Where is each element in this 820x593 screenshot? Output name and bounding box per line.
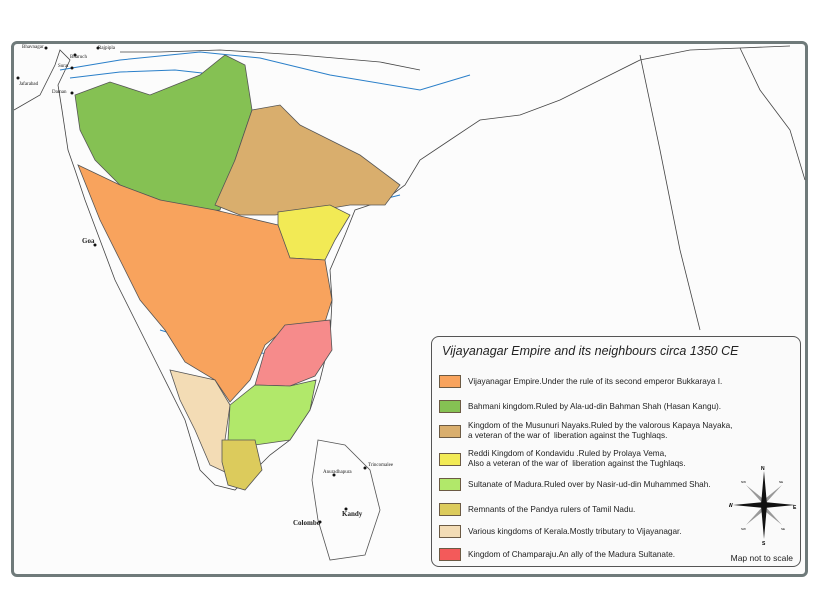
compass-se: SE xyxy=(781,527,785,531)
place-jafarabad: Jafarabad xyxy=(19,82,39,87)
region-musunuri xyxy=(214,104,401,216)
legend-label: Kingdom of Champaraju.An ally of the Mad… xyxy=(468,549,676,559)
legend-swatch xyxy=(439,478,461,491)
compass-ne: NE xyxy=(779,480,783,484)
legend-label: Reddi Kingdom of Kondavidu .Ruled by Pro… xyxy=(468,449,686,468)
place-rajpipla: Rajpipla xyxy=(98,46,116,51)
place-anuradhapura: Anuradhapura xyxy=(323,470,352,475)
place-daman: Daman xyxy=(52,90,67,95)
compass-w: W xyxy=(729,503,733,509)
place-bhavnagar: Bhavnagar xyxy=(22,45,44,50)
legend-swatch xyxy=(439,525,461,538)
legend-label: Bahmani kingdom.Ruled by Ala-ud-din Bahm… xyxy=(468,401,722,411)
compass-e: E xyxy=(793,505,797,511)
place-bharuch: Bharuch xyxy=(70,55,87,60)
compass-s: S xyxy=(762,541,766,545)
legend-item: Sultanate of Madura.Ruled over by Nasir-… xyxy=(439,478,711,491)
legend-item: Kingdom of the Musunuri Nayaks.Ruled by … xyxy=(439,421,732,441)
legend-item: Various kingdoms of Kerala.Mostly tribut… xyxy=(439,525,682,538)
legend-item: Vijayanagar Empire.Under the rule of its… xyxy=(439,375,722,388)
place-trincomalee: Trincomalee xyxy=(368,463,394,468)
legend-item: Reddi Kingdom of Kondavidu .Ruled by Pro… xyxy=(439,449,686,469)
region-reddi xyxy=(277,204,351,261)
compass-nw: NW xyxy=(741,480,746,484)
legend-swatch xyxy=(439,400,461,413)
legend-label: Various kingdoms of Kerala.Mostly tribut… xyxy=(468,526,682,536)
legend: Vijayanagar Empire and its neighbours ci… xyxy=(431,336,801,567)
scale-note: Map not to scale xyxy=(730,553,793,563)
legend-item: Bahmani kingdom.Ruled by Ala-ud-din Bahm… xyxy=(439,400,721,413)
place-labels: Bhavnagar Bharuch Rajpipla Surat Jafarab… xyxy=(16,45,394,527)
place-kandy: Kandy xyxy=(342,510,363,518)
legend-swatch xyxy=(439,375,461,388)
legend-item: Remnants of the Pandya rulers of Tamil N… xyxy=(439,503,635,516)
legend-item: Kingdom of Champaraju.An ally of the Mad… xyxy=(439,548,675,561)
region-pandya xyxy=(221,439,263,491)
legend-label: Vijayanagar Empire.Under the rule of its… xyxy=(468,376,723,386)
legend-swatch xyxy=(439,452,461,466)
legend-swatch xyxy=(439,503,461,516)
place-surat: Surat xyxy=(58,64,69,69)
legend-swatch xyxy=(439,548,461,561)
legend-label: Kingdom of the Musunuri Nayaks.Ruled by … xyxy=(468,421,733,440)
place-goa: Goa xyxy=(82,237,95,245)
legend-label: Sultanate of Madura.Ruled over by Nasir-… xyxy=(468,479,711,489)
region-champaraju xyxy=(254,319,333,387)
compass-rose-icon: N S E W NE NW SE SW xyxy=(729,466,797,545)
map-title: Vijayanagar Empire and its neighbours ci… xyxy=(442,344,739,358)
regions xyxy=(74,54,401,561)
compass-sw: SW xyxy=(741,527,746,531)
legend-swatch xyxy=(439,424,461,438)
compass-n: N xyxy=(761,466,765,472)
sri-lanka xyxy=(311,439,381,561)
legend-label: Remnants of the Pandya rulers of Tamil N… xyxy=(468,504,636,514)
coastline xyxy=(13,45,806,491)
region-vijayanagar xyxy=(77,164,333,403)
place-colombo: Colombo xyxy=(293,519,321,527)
